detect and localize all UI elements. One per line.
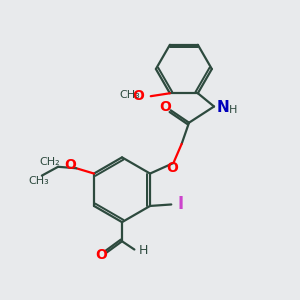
Text: O: O [64, 158, 76, 172]
Text: H: H [139, 244, 148, 257]
Text: H: H [230, 105, 238, 115]
Text: CH₃: CH₃ [28, 176, 49, 186]
Text: O: O [95, 248, 107, 262]
Text: N: N [216, 100, 229, 116]
Text: O: O [132, 89, 144, 103]
Text: O: O [166, 161, 178, 175]
Text: I: I [178, 195, 184, 213]
Text: CH₂: CH₂ [40, 158, 60, 167]
Text: CH₃: CH₃ [119, 90, 140, 100]
Text: O: O [160, 100, 171, 114]
